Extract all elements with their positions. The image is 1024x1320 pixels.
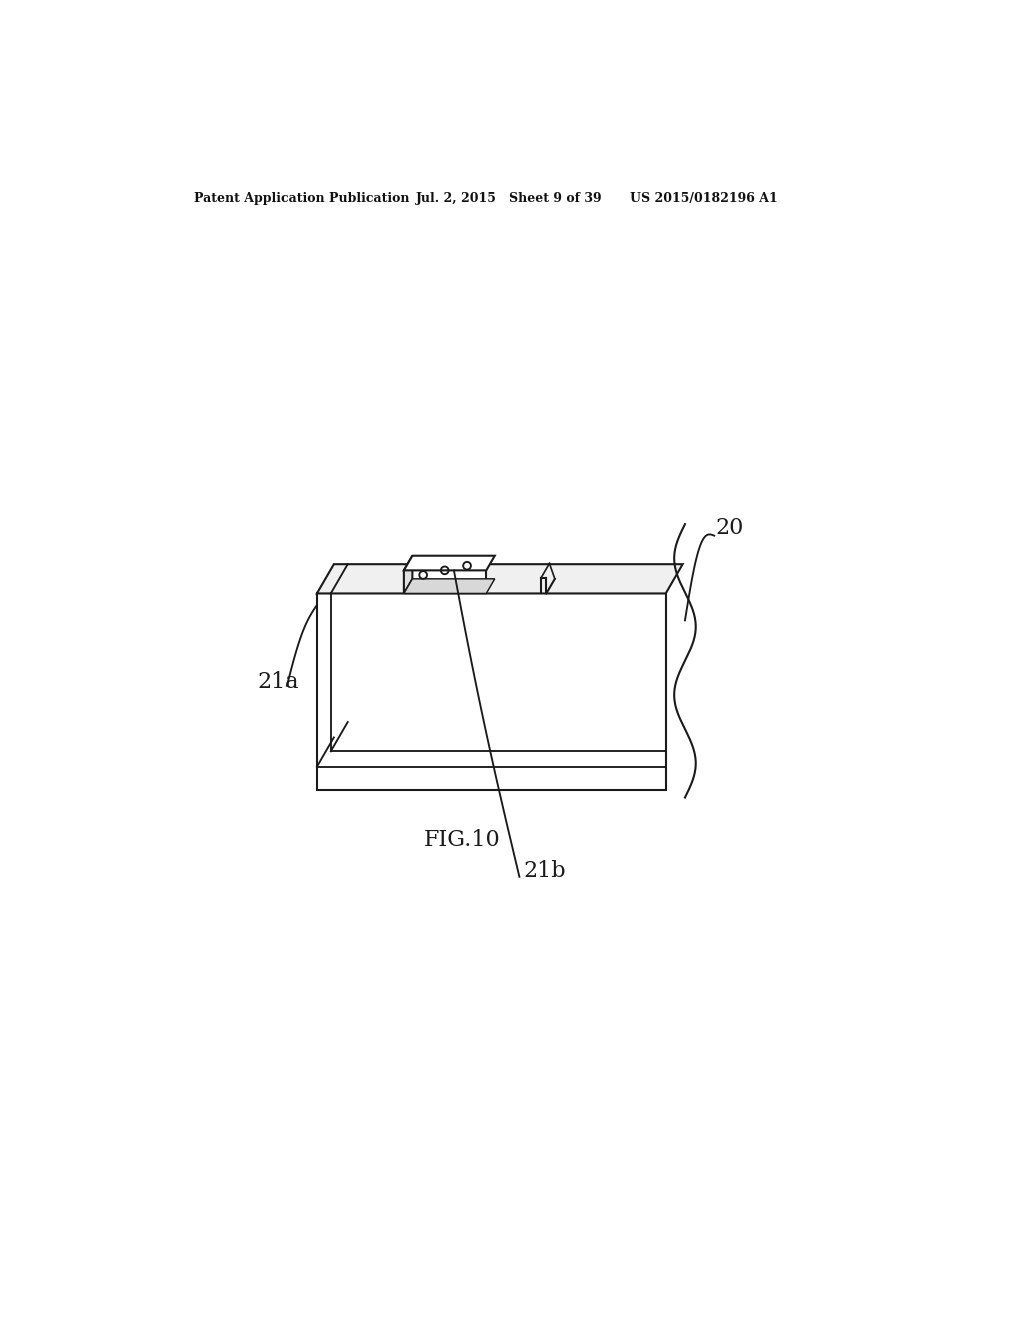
Polygon shape <box>403 556 413 594</box>
Text: 20: 20 <box>716 517 744 539</box>
Text: 21a: 21a <box>258 671 299 693</box>
Polygon shape <box>403 570 486 594</box>
Polygon shape <box>316 594 666 789</box>
Polygon shape <box>316 564 683 594</box>
Polygon shape <box>403 579 495 594</box>
Text: Patent Application Publication: Patent Application Publication <box>194 191 410 205</box>
Text: 21b: 21b <box>523 859 566 882</box>
Text: FIG.10: FIG.10 <box>423 829 500 851</box>
Text: Jul. 2, 2015   Sheet 9 of 39: Jul. 2, 2015 Sheet 9 of 39 <box>416 191 602 205</box>
Text: US 2015/0182196 A1: US 2015/0182196 A1 <box>630 191 777 205</box>
Polygon shape <box>403 556 495 570</box>
